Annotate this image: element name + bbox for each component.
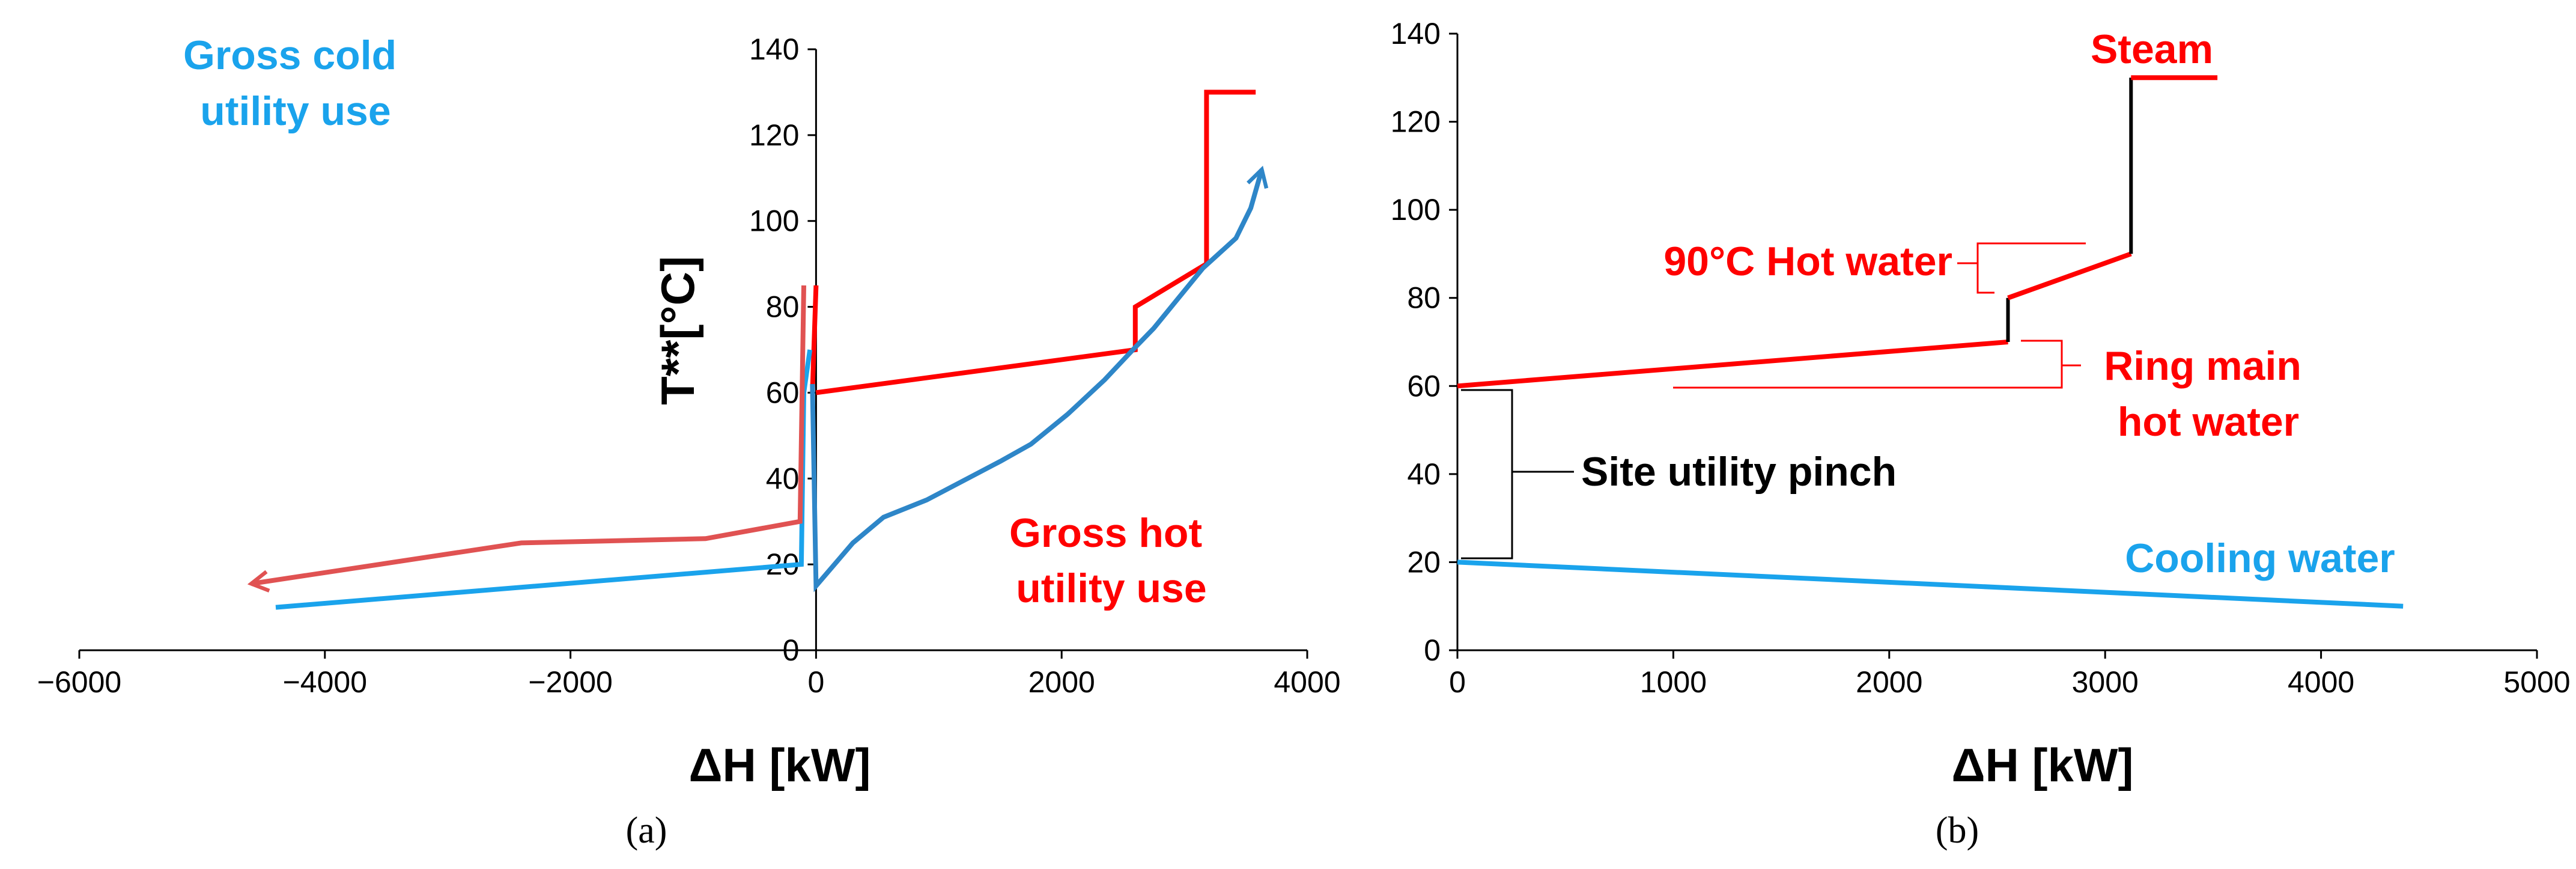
chart-a-x-tick-label: 2000	[1028, 665, 1095, 699]
chart-b-x-tick-label: 4000	[2288, 665, 2354, 699]
chart-b-panel-label: (b)	[1936, 810, 1979, 851]
chart-b-axes	[1449, 32, 2538, 659]
chart-a-x-axis-label: ΔH [kW]	[688, 739, 870, 791]
chart-a: −6000 −4000 −2000 0 2000 4000 020406080100120…	[37, 32, 1341, 851]
chart-b-x-tick-label: 1000	[1640, 665, 1707, 699]
annotation-cooling-water: Cooling water	[2125, 535, 2395, 581]
chart-a-y-tick-label: 60	[766, 376, 800, 409]
chart-b: 0 1000 2000 3000 4000 5000 0 20 40 60 80 100 120 140…	[1391, 17, 2571, 851]
chart-a-y-axis-label: T**[°C]	[651, 256, 704, 405]
chart-b-y-tick-label: 100	[1391, 193, 1441, 227]
chart-b-y-tick-label: 120	[1391, 105, 1441, 139]
chart-b-series-90-c-hot-water	[2007, 251, 2132, 300]
annotation-gross-hot-utility-use: Gross hot utility use	[1009, 510, 1214, 611]
chart-b-series-cooling-water	[1457, 560, 2404, 609]
chart-a-y-tick-label: 120	[749, 118, 799, 152]
chart-b-y-tick-labels: 0 20 40 60 80 100 120 140	[1391, 17, 1441, 667]
annotation-ring-main-line-1: Ring main	[2104, 343, 2301, 389]
annotation-gross-cold-line-1: Gross cold	[183, 32, 396, 78]
annotation-gross-cold-utility-use: Gross cold utility use	[183, 32, 408, 134]
chart-a-y-tick-label: 0	[783, 633, 800, 667]
chart-b-leader-lines	[1461, 242, 2086, 560]
chart-a-panel-label: (a)	[626, 810, 667, 851]
chart-b-y-tick-label: 80	[1407, 281, 1441, 315]
chart-a-x-tick-label: −2000	[528, 665, 612, 699]
chart-a-x-tick-label: −4000	[283, 665, 367, 699]
chart-b-series	[1457, 75, 2404, 609]
annotation-ring-main-line-2: hot water	[2118, 399, 2299, 445]
chart-a-series	[247, 90, 1269, 610]
chart-a-series-hot-utility-curve	[815, 90, 1256, 395]
chart-b-x-tick-label: 3000	[2072, 665, 2139, 699]
chart-b-x-tick-label: 5000	[2503, 665, 2570, 699]
hot-water-bracket	[1976, 242, 2086, 294]
site-utility-pinch-bracket	[1461, 389, 1513, 560]
chart-a-series-hot-utility-curve-near-axis	[810, 285, 819, 393]
ring-main-bracket	[1673, 340, 2063, 389]
chart-b-x-tick-labels: 0 1000 2000 3000 4000 5000	[1449, 665, 2571, 699]
annotation-site-utility-pinch: Site utility pinch	[1581, 449, 1897, 495]
chart-b-y-tick-label: 0	[1424, 633, 1441, 667]
annotation-gross-hot-line-1: Gross hot	[1009, 510, 1202, 556]
chart-a-y-tick-label: 40	[766, 462, 800, 495]
chart-b-y-tick-label: 60	[1407, 369, 1441, 403]
chart-b-x-tick-label: 2000	[1856, 665, 1922, 699]
chart-a-y-tick-label: 80	[766, 290, 800, 324]
chart-a-x-tick-label: 4000	[1274, 665, 1340, 699]
chart-b-y-tick-label: 20	[1407, 545, 1441, 579]
chart-a-x-tick-labels: −6000 −4000 −2000 0 2000 4000	[37, 665, 1341, 699]
chart-a-series-gross-cold-utility-use-curve	[247, 285, 806, 593]
chart-a-x-tick-label: 0	[807, 665, 824, 699]
annotation-90c-hot-water: 90°C Hot water	[1663, 239, 1952, 284]
chart-a-x-tick-label: −6000	[37, 665, 121, 699]
annotation-gross-cold-line-2: utility use	[200, 88, 390, 134]
chart-b-y-tick-label: 40	[1407, 457, 1441, 491]
annotation-steam: Steam	[2091, 26, 2213, 72]
chart-b-x-tick-label: 0	[1449, 665, 1466, 699]
chart-a-y-tick-label: 100	[749, 204, 799, 238]
chart-a-y-tick-label: 140	[749, 32, 799, 66]
chart-a-series-gross-hot-utility-use-curve	[810, 165, 1269, 593]
annotation-gross-hot-line-2: utility use	[1016, 566, 1206, 611]
chart-b-x-axis-label: ΔH [kW]	[1951, 739, 2133, 791]
annotation-ring-main-hot-water: Ring main hot water	[2104, 343, 2313, 445]
chart-b-y-tick-label: 140	[1391, 17, 1441, 50]
chart-b-series-ring-main-hot-water	[1457, 340, 2008, 389]
